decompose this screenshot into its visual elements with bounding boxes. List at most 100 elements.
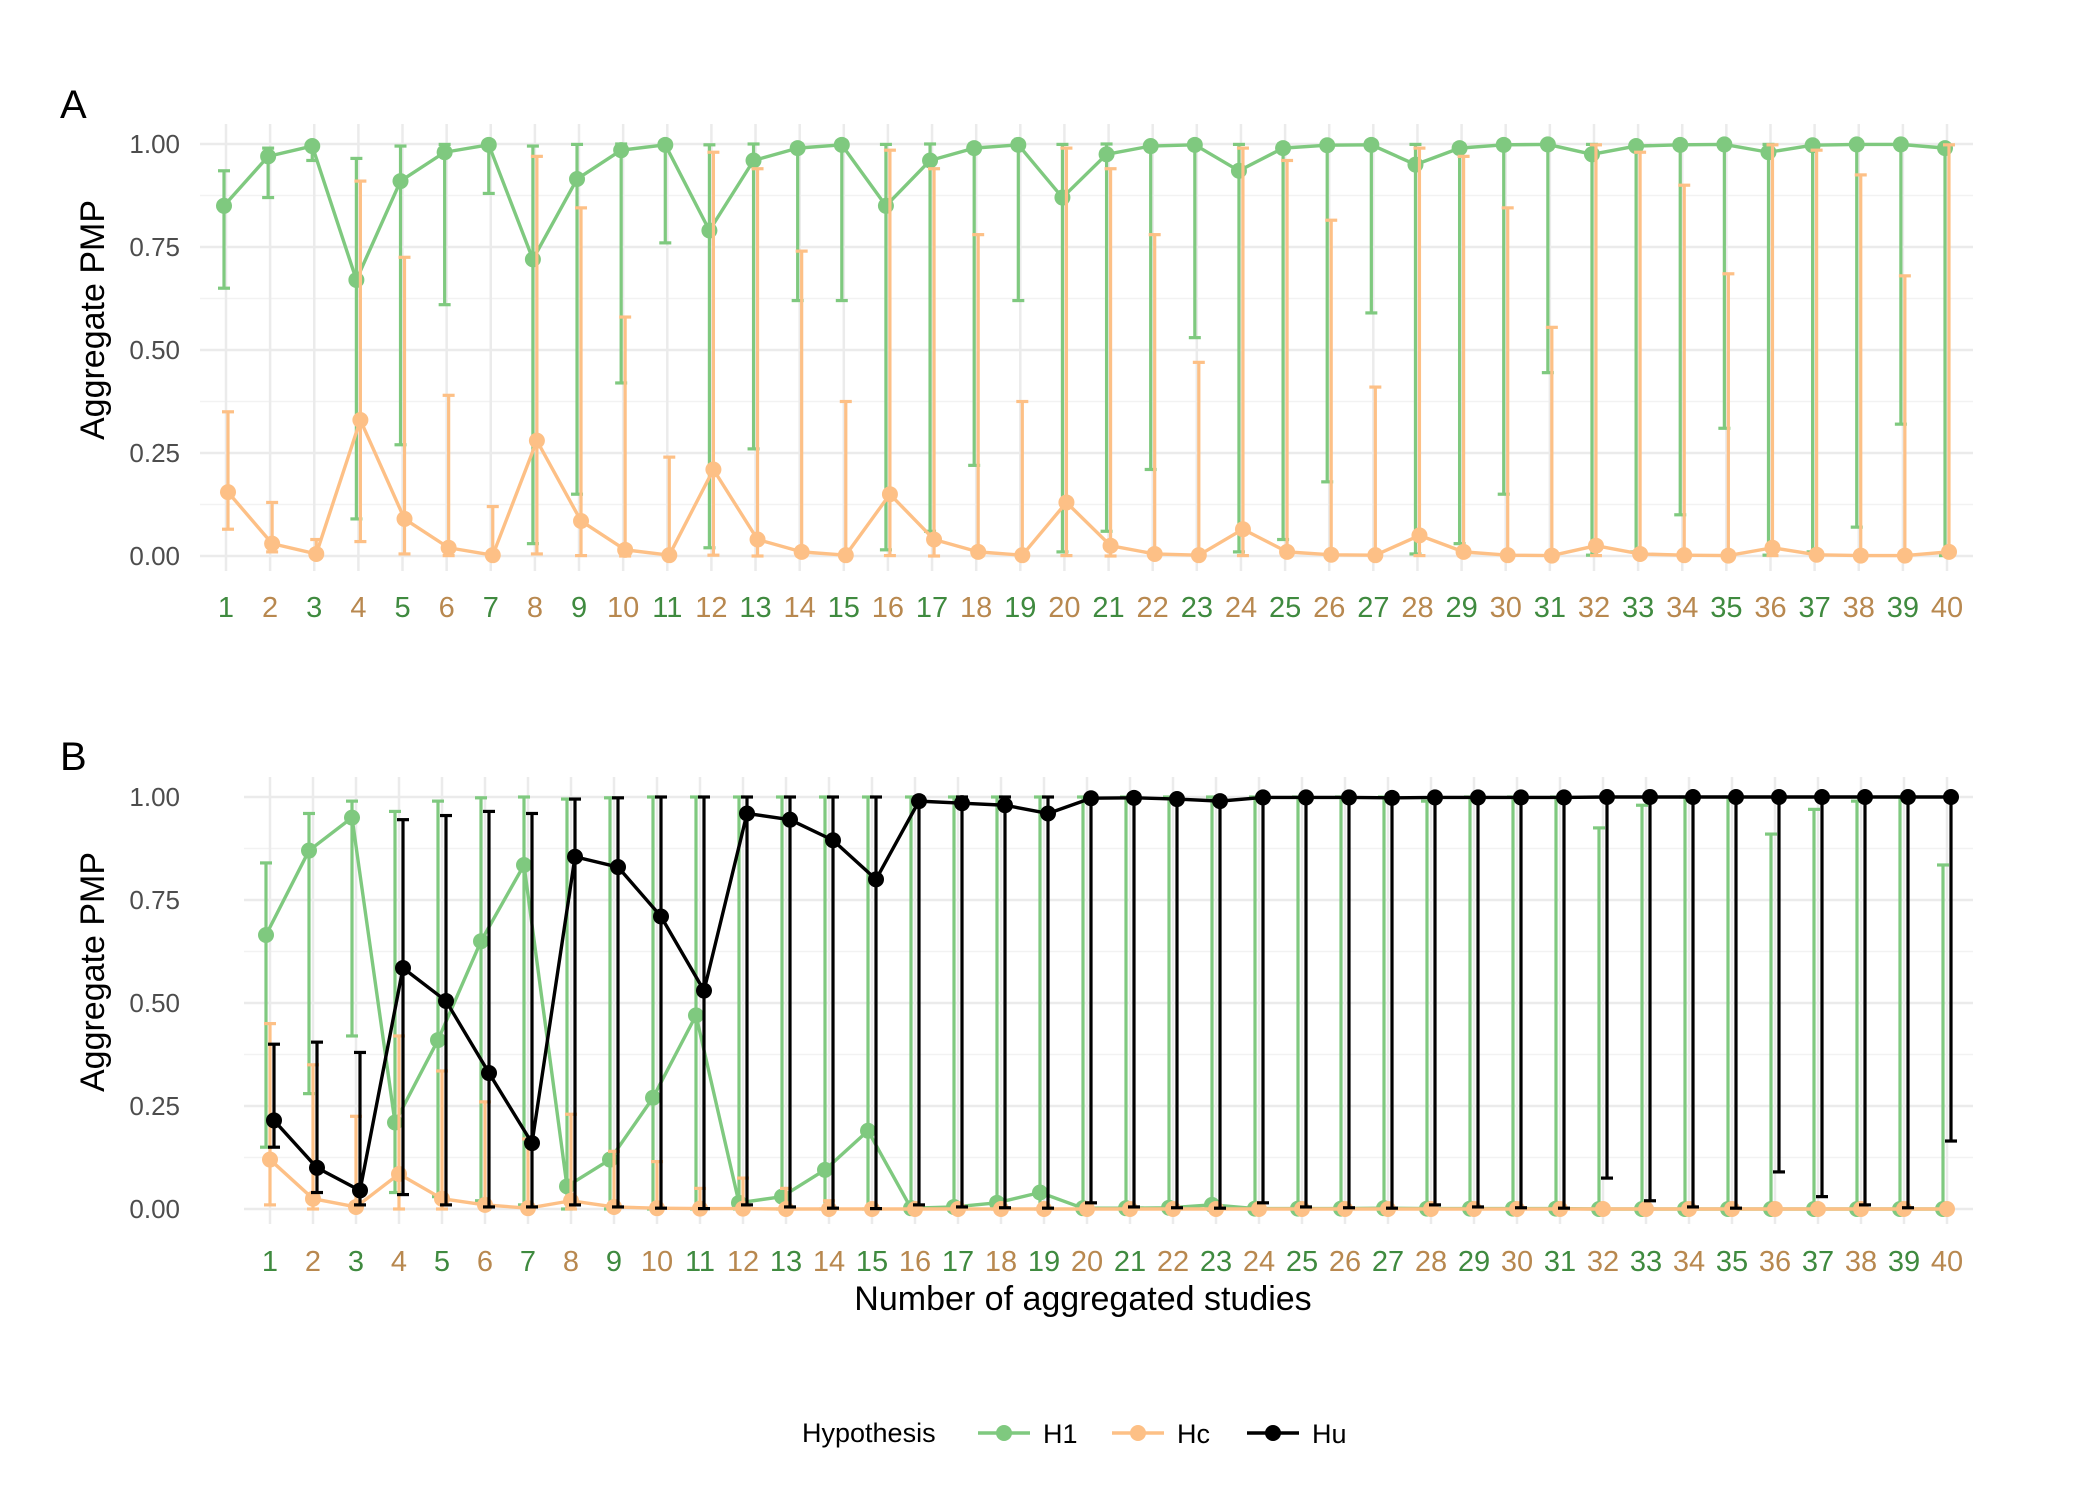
marks-a xyxy=(216,136,1957,564)
series-hc-point xyxy=(352,412,369,429)
series-h1-point xyxy=(745,152,762,169)
x-tick-label: 18 xyxy=(960,592,992,624)
series-h1-point xyxy=(1892,136,1909,153)
series-h1-point xyxy=(216,197,232,214)
series-h1-point xyxy=(657,136,674,153)
series-hu-point xyxy=(1298,789,1314,806)
x-tick-label: 8 xyxy=(563,1246,579,1278)
series-h1-point xyxy=(688,1007,704,1024)
series-h1-point xyxy=(1010,136,1027,153)
series-hu-point xyxy=(1943,789,1959,805)
x-tick-label: 15 xyxy=(828,592,860,624)
series-h1-point xyxy=(1098,146,1115,163)
series-h1-point xyxy=(304,138,321,155)
series-hc-point xyxy=(264,535,281,552)
series-hu-point xyxy=(610,859,626,876)
x-tick-label: 39 xyxy=(1887,592,1919,624)
x-tick-label: 3 xyxy=(306,592,322,624)
series-hu-point xyxy=(567,848,583,865)
x-tick-label: 10 xyxy=(641,1246,673,1278)
x-tick-label: 37 xyxy=(1798,592,1830,624)
x-tick-label: 7 xyxy=(520,1246,536,1278)
x-tick-label: 38 xyxy=(1845,1246,1877,1278)
series-hu-point xyxy=(1083,790,1099,807)
series-hu-point xyxy=(653,908,669,925)
series-h1-point xyxy=(966,140,983,157)
series-hc-point xyxy=(1146,545,1163,562)
series-hu-point xyxy=(696,982,712,999)
x-tick-label: 24 xyxy=(1225,592,1257,624)
x-tick-label: 28 xyxy=(1401,592,1433,624)
series-hu-point xyxy=(1900,789,1916,805)
series-h1-point xyxy=(1672,136,1689,153)
x-tick-label: 23 xyxy=(1181,592,1213,624)
legend-label-h1: H1 xyxy=(1043,1419,1078,1449)
series-hc-point xyxy=(1632,545,1649,562)
series-hc-point xyxy=(396,510,413,527)
series-hu-point xyxy=(481,1065,497,1082)
series-hc-point xyxy=(970,543,987,560)
series-hc-point xyxy=(793,543,810,560)
series-hu-point xyxy=(1169,791,1185,808)
series-hc-point xyxy=(573,512,590,529)
y-ticks-b: 0.00 0.25 0.50 0.75 1.00 xyxy=(129,782,180,1224)
series-h1-point xyxy=(1848,136,1865,153)
legend-label-hu: Hu xyxy=(1312,1419,1347,1449)
x-tick-label: 13 xyxy=(739,592,771,624)
x-tick-label: 21 xyxy=(1114,1246,1146,1278)
x-tick-label: 31 xyxy=(1544,1246,1576,1278)
x-tick-label: 19 xyxy=(1004,592,1036,624)
series-h1-point xyxy=(260,148,277,165)
series-hu-point xyxy=(1470,789,1486,806)
series-hu-point xyxy=(1814,789,1830,805)
x-tick-label: 24 xyxy=(1243,1246,1275,1278)
x-tick-label: 34 xyxy=(1673,1246,1705,1278)
x-tick-label: 21 xyxy=(1092,592,1124,624)
x-tick-label: 37 xyxy=(1802,1246,1834,1278)
x-tick-label: 4 xyxy=(350,592,366,624)
series-hu-point xyxy=(868,871,884,888)
x-tick-label: 14 xyxy=(784,592,816,624)
x-tick-label: 15 xyxy=(856,1246,888,1278)
series-hu-point xyxy=(782,811,798,828)
x-tick-label: 26 xyxy=(1329,1246,1361,1278)
y-ticks-a: 0.00 0.25 0.50 0.75 1.00 xyxy=(129,129,180,571)
x-tick-label: 22 xyxy=(1137,592,1169,624)
series-h1-point xyxy=(301,842,317,859)
series-h1-point xyxy=(1275,140,1292,157)
series-hu-point xyxy=(1771,789,1787,805)
x-ticks-a: 1 2 3 4 5 6 7 8 9 10 11 12 13 14 15 16 17 18 19 20 21 22 23 24 2… xyxy=(218,592,1963,624)
series-hc-point xyxy=(1852,547,1869,564)
x-tick-label: 9 xyxy=(606,1246,622,1278)
series-hc-point xyxy=(1587,537,1604,554)
series-hc-point xyxy=(661,547,678,564)
x-tick-label: 4 xyxy=(391,1246,407,1278)
x-tick-label: 10 xyxy=(607,592,639,624)
series-hu-line xyxy=(272,795,1951,1193)
x-tick-label: 1 xyxy=(218,592,234,624)
series-hu-point xyxy=(825,832,841,849)
y-axis-label-b: Aggregate PMP xyxy=(74,852,112,1092)
series-hc-point xyxy=(705,461,722,478)
y-axis-label-a: Aggregate PMP xyxy=(74,200,112,440)
series-hu-point xyxy=(1040,805,1056,822)
series-hc-point xyxy=(528,432,545,449)
series-hc-point xyxy=(1455,543,1472,560)
x-tick-label: 6 xyxy=(477,1246,493,1278)
series-hu-point xyxy=(1642,789,1658,805)
series-hu-point xyxy=(1857,789,1873,805)
x-tick-label: 12 xyxy=(695,592,727,624)
series-h1-point xyxy=(344,809,360,826)
x-tick-label: 40 xyxy=(1931,1246,1963,1278)
series-h1-point xyxy=(1628,138,1645,155)
y-tick-label: 0.25 xyxy=(129,1091,180,1121)
series-hu-point xyxy=(309,1159,325,1176)
x-tick-label: 5 xyxy=(394,592,410,624)
x-tick-label: 2 xyxy=(305,1246,321,1278)
series-h1-point xyxy=(789,140,806,157)
series-hc-point xyxy=(1808,546,1825,563)
x-axis-label: Number of aggregated studies xyxy=(854,1280,1311,1318)
x-tick-label: 20 xyxy=(1071,1246,1103,1278)
